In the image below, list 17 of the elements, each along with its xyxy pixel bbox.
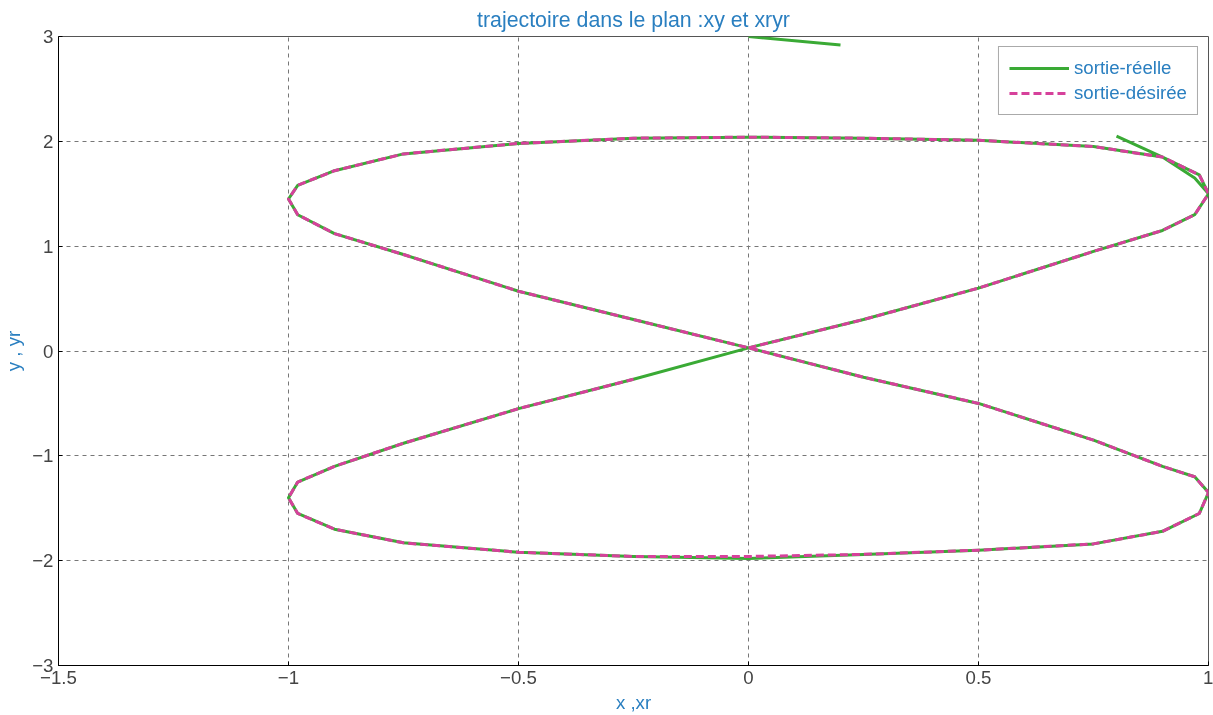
x-tick-label: 0 [743,666,754,688]
x-tick-label: −1 [277,666,300,688]
y-tick-label: 0 [43,340,54,362]
y-tick-label: −1 [32,445,54,467]
line-series [287,135,1209,558]
y-tick-label: 3 [43,26,54,47]
x-tick-label: 0.5 [965,666,992,688]
x-tick-label: −0.5 [500,666,537,688]
chart-title: trajectoire dans le plan :xy et xryr [477,7,790,32]
y-axis-title: y , yr [3,330,25,372]
x-axis-title: x ,xr [615,691,652,713]
legend-label: sortie-réelle [1073,57,1172,79]
x-tick-label: 1 [1203,666,1213,688]
legend-label: sortie-désirée [1073,82,1187,104]
y-tick-label: 1 [43,235,54,257]
y-tick-label: −2 [32,550,54,572]
y-tick-label: 2 [43,130,54,152]
